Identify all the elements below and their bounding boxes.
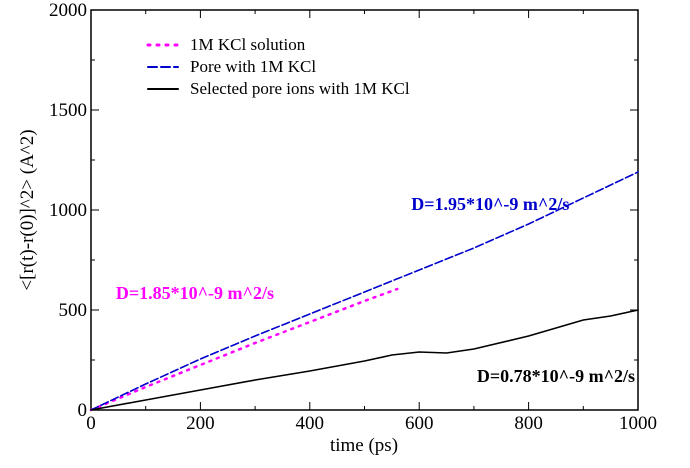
legend-entry: 1M KCl solution xyxy=(190,35,306,54)
series-line-1 xyxy=(89,287,399,412)
x-tick-label: 0 xyxy=(86,413,96,434)
x-tick-label: 600 xyxy=(405,413,434,434)
axis-ticks xyxy=(90,9,639,411)
series-line-3 xyxy=(90,309,639,411)
x-tick-label: 400 xyxy=(296,413,325,434)
y-tick-label: 1000 xyxy=(49,200,87,221)
diffusion-annotation: D=0.78*10^-9 m^2/s xyxy=(477,366,635,386)
legend: 1M KCl solution Pore with 1M KCl Selected … xyxy=(146,35,410,98)
x-axis-label: time (ps) xyxy=(330,435,398,456)
y-axis-label: <[r(t)-r(0)]^2> (A^2) xyxy=(17,129,38,290)
plot-frame xyxy=(90,9,639,411)
diffusion-annotation: D=1.85*10^-9 m^2/s xyxy=(116,283,274,303)
x-tick-labels: 0 200 400 600 800 1000 xyxy=(86,413,657,434)
y-tick-label: 1500 xyxy=(49,100,87,121)
series-layer xyxy=(89,171,639,412)
annotations: D=1.95*10^-9 m^2/s D=1.85*10^-9 m^2/s D=0.… xyxy=(116,194,635,386)
y-tick-label: 0 xyxy=(78,400,88,421)
legend-entry: Selected pore ions with 1M KCl xyxy=(190,79,410,98)
y-tick-label: 500 xyxy=(59,300,88,321)
x-tick-label: 200 xyxy=(186,413,215,434)
series-line-2 xyxy=(90,171,639,411)
x-tick-label: 800 xyxy=(514,413,543,434)
diffusion-annotation: D=1.95*10^-9 m^2/s xyxy=(411,194,569,214)
legend-entry: Pore with 1M KCl xyxy=(190,57,316,76)
x-tick-label: 1000 xyxy=(619,413,657,434)
y-tick-labels: 0 500 1000 1500 2000 xyxy=(49,0,87,421)
y-tick-label: 2000 xyxy=(49,0,87,21)
